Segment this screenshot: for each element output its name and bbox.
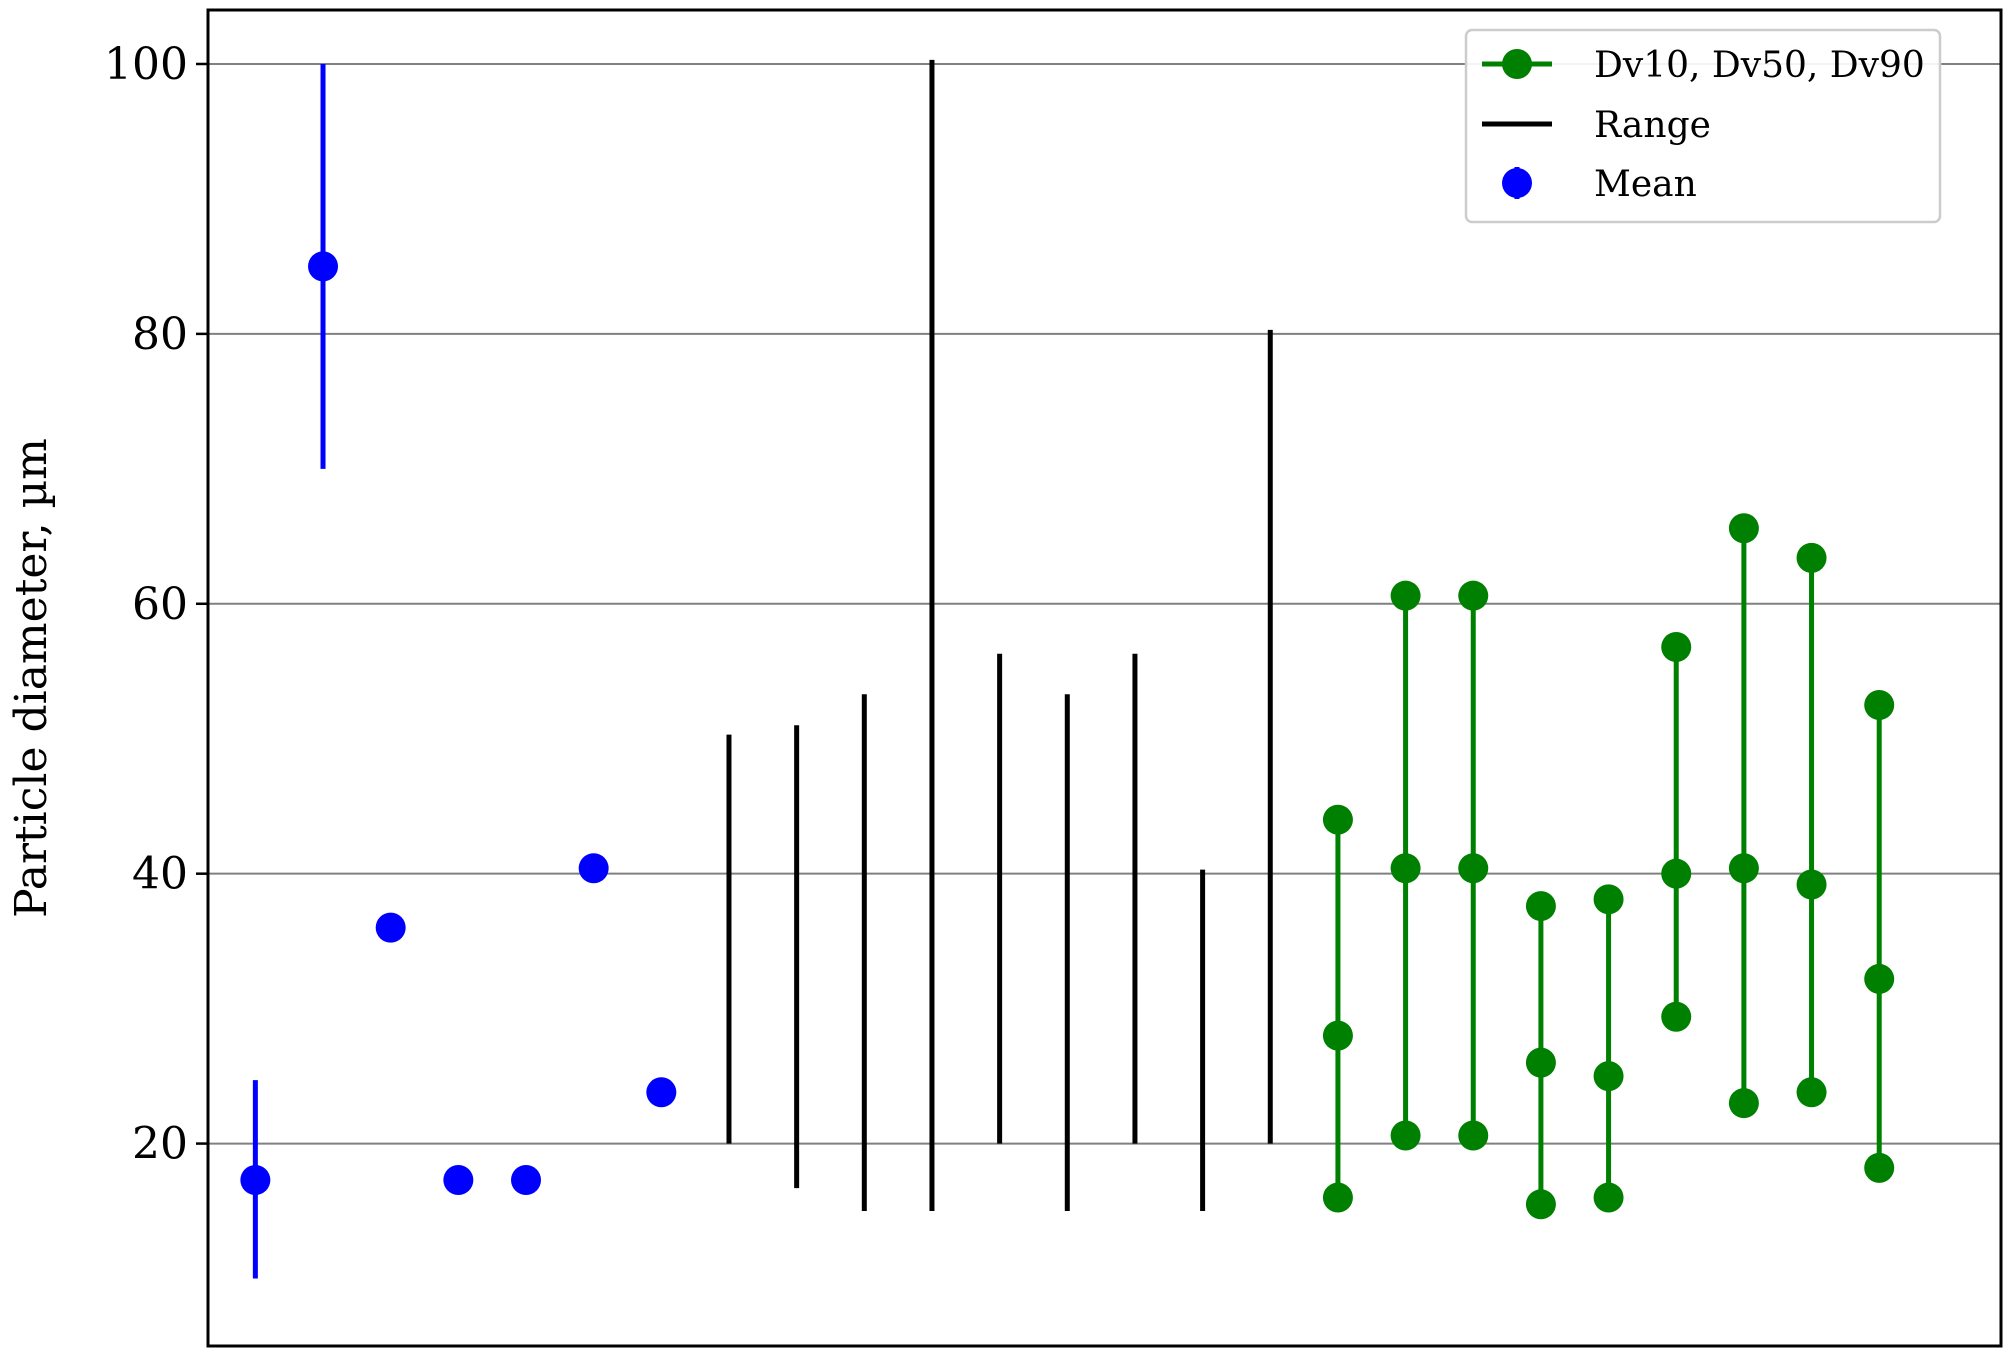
- mean-point-1: [240, 1165, 271, 1196]
- y-tick-label-40: 40: [132, 849, 188, 900]
- dv50-point-2: [1390, 853, 1421, 884]
- dv90-point-7: [1728, 513, 1759, 544]
- dv50-point-9: [1864, 963, 1895, 994]
- mean-point-5: [511, 1165, 542, 1196]
- mean-point-3: [375, 912, 406, 943]
- dv50-point-1: [1322, 1020, 1353, 1051]
- dv10-point-6: [1661, 1001, 1692, 1032]
- y-tick-label-60: 60: [132, 579, 188, 630]
- y-axis-label: Particle diameter, µm: [6, 438, 57, 918]
- dv10-point-7: [1728, 1088, 1759, 1119]
- legend-label-2: Range: [1594, 105, 1711, 146]
- grid-layer: [208, 62, 2001, 1145]
- dv10-point-1: [1322, 1182, 1353, 1213]
- dv90-point-1: [1322, 804, 1353, 835]
- legend-label-3: Mean: [1594, 164, 1697, 205]
- dv10-point-5: [1593, 1182, 1624, 1213]
- dv90-point-3: [1458, 580, 1489, 611]
- dv10-point-3: [1458, 1120, 1489, 1151]
- mean-point-7: [646, 1077, 677, 1108]
- y-tick-label-80: 80: [132, 309, 188, 360]
- legend-label-1: Dv10, Dv50, Dv90: [1594, 45, 1925, 86]
- legend-mean-marker-icon: [1502, 168, 1532, 198]
- dv90-point-8: [1796, 542, 1827, 573]
- dv50-point-6: [1661, 858, 1692, 889]
- y-tick-layer: 20 40 60 80 100: [104, 39, 208, 1170]
- dv50-point-5: [1593, 1061, 1624, 1092]
- dv10-point-2: [1390, 1120, 1421, 1151]
- dv50-point-8: [1796, 869, 1827, 900]
- y-tick-label-100: 100: [104, 39, 188, 90]
- dv10-point-4: [1525, 1189, 1556, 1220]
- y-tick-label-20: 20: [132, 1119, 188, 1170]
- dv50-point-4: [1525, 1047, 1556, 1078]
- dv90-point-4: [1525, 891, 1556, 922]
- dv10-point-8: [1796, 1077, 1827, 1108]
- legend: Dv10, Dv50, Dv90 Range Mean: [1464, 28, 1942, 224]
- marks-layer: [240, 59, 1895, 1279]
- mean-point-6: [578, 853, 609, 884]
- dv50-point-3: [1458, 853, 1489, 884]
- dv90-point-6: [1661, 631, 1692, 662]
- plot-frame: [206, 8, 2003, 1348]
- mean-point-4: [443, 1165, 474, 1196]
- dv90-point-2: [1390, 580, 1421, 611]
- dv90-point-5: [1593, 884, 1624, 915]
- dv90-point-9: [1864, 689, 1895, 720]
- dv50-point-7: [1728, 853, 1759, 884]
- mean-point-2: [308, 251, 339, 282]
- legend-box: [1464, 28, 1942, 224]
- legend-dv-marker-icon: [1502, 49, 1532, 79]
- dv10-point-9: [1864, 1152, 1895, 1183]
